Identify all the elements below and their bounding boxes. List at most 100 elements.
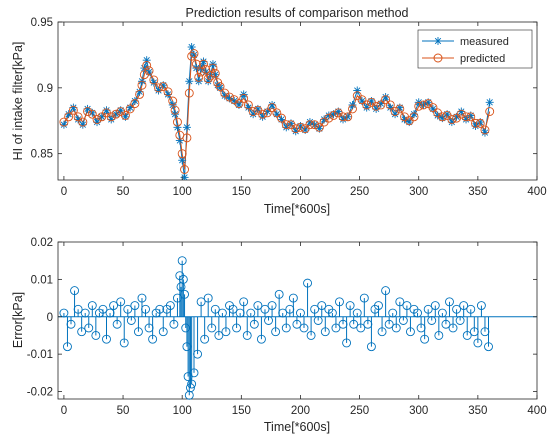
measured-point-stroke	[283, 124, 290, 131]
error-point	[459, 301, 469, 310]
measured-point	[324, 111, 333, 120]
error-y-tick-label: 0.01	[31, 274, 53, 286]
error-point	[452, 304, 462, 314]
measured-point-stroke	[306, 118, 314, 126]
predicted-point	[87, 109, 97, 119]
error-point	[189, 368, 199, 378]
error-point	[345, 301, 355, 310]
measured-point-stroke	[245, 104, 252, 111]
error-point	[267, 301, 277, 310]
predicted-point	[305, 120, 315, 130]
error-point	[299, 323, 309, 333]
predicted-point	[480, 125, 490, 135]
measured-point-stroke	[420, 101, 427, 109]
legend-measured-asterisk	[434, 37, 442, 45]
error-point	[119, 338, 129, 348]
prediction-ticks: 0 50 100 150 200 250 300 350 400 0.85 0.9 0.95	[31, 17, 547, 198]
measured-point-stroke	[448, 118, 455, 126]
error-point	[87, 301, 97, 310]
error-point	[77, 327, 87, 337]
error-x-tick-label: 250	[350, 405, 369, 417]
error-point	[416, 323, 426, 333]
predicted-point	[272, 108, 282, 118]
measured-point	[291, 127, 300, 136]
error-point	[66, 319, 76, 329]
error-point	[391, 323, 401, 333]
measured-point-stroke	[202, 68, 209, 76]
error-point	[112, 319, 122, 329]
predicted-point	[437, 112, 447, 122]
predicted-point	[144, 66, 154, 76]
error-marks	[58, 256, 537, 400]
measured-point-stroke	[155, 87, 162, 94]
measured-point	[97, 112, 106, 121]
error-point	[242, 331, 252, 340]
error-point	[116, 297, 126, 307]
error-point	[402, 301, 412, 310]
measured-point	[180, 173, 189, 180]
error-point	[349, 319, 359, 329]
error-point	[462, 331, 472, 340]
error-point	[228, 304, 238, 314]
error-point	[105, 308, 115, 318]
error-point	[148, 334, 158, 344]
measured-point-stroke	[141, 64, 148, 72]
error-point	[455, 316, 465, 325]
predicted-point	[419, 100, 428, 110]
predicted-point	[225, 92, 234, 102]
error-point	[73, 304, 83, 314]
measured-point-stroke	[188, 43, 195, 51]
measured-point-stroke	[373, 105, 380, 113]
measured-point-stroke	[292, 128, 299, 135]
predicted-point	[338, 112, 348, 122]
predicted-point	[83, 107, 93, 116]
measured-point-stroke	[458, 108, 465, 115]
measured-point	[135, 87, 144, 96]
prediction-x-tick-label: 400	[527, 186, 546, 198]
measured-point	[381, 93, 390, 102]
error-point	[102, 334, 111, 344]
error-y-axis-label: Error[kPa]	[11, 292, 25, 348]
error-point	[359, 293, 369, 303]
measured-point-stroke	[131, 97, 139, 105]
predicted-point	[348, 104, 357, 114]
predicted-point	[409, 112, 419, 122]
predicted-point	[177, 149, 187, 159]
error-point	[441, 319, 451, 329]
predicted-point	[248, 107, 258, 116]
error-point	[405, 327, 415, 337]
prediction-x-tick-label: 50	[117, 186, 130, 198]
error-point	[366, 342, 376, 352]
error-point	[123, 304, 133, 314]
measured-point-stroke	[79, 121, 86, 128]
predicted-point	[168, 96, 178, 106]
measured-point-stroke	[259, 113, 266, 120]
measured-point	[249, 110, 258, 119]
measured-point	[409, 110, 418, 119]
predicted-point	[485, 107, 495, 116]
error-point	[264, 316, 273, 325]
error-point	[313, 316, 323, 325]
legend-measured-asterisk-stroke	[434, 37, 442, 45]
prediction-y-tick-label: 0.9	[37, 83, 53, 95]
predicted-point	[329, 111, 339, 120]
measured-point-stroke	[382, 93, 389, 101]
prediction-y-tick-label: 0.95	[31, 17, 53, 29]
predicted-point	[310, 120, 320, 130]
measured-point-stroke	[486, 99, 493, 106]
measured-point	[204, 77, 213, 86]
error-point	[317, 301, 327, 310]
measured-point-stroke	[98, 113, 105, 120]
error-point	[169, 319, 179, 329]
measured-point	[64, 110, 73, 119]
error-point	[178, 274, 188, 284]
prediction-x-tick-label: 200	[291, 186, 310, 198]
error-point	[427, 316, 437, 325]
predicted-point	[381, 95, 391, 105]
predicted-point	[385, 100, 395, 110]
error-point	[335, 297, 344, 307]
error-point	[239, 297, 249, 307]
error-point	[303, 278, 313, 288]
error-point	[193, 349, 203, 359]
predicted-point	[106, 112, 116, 122]
